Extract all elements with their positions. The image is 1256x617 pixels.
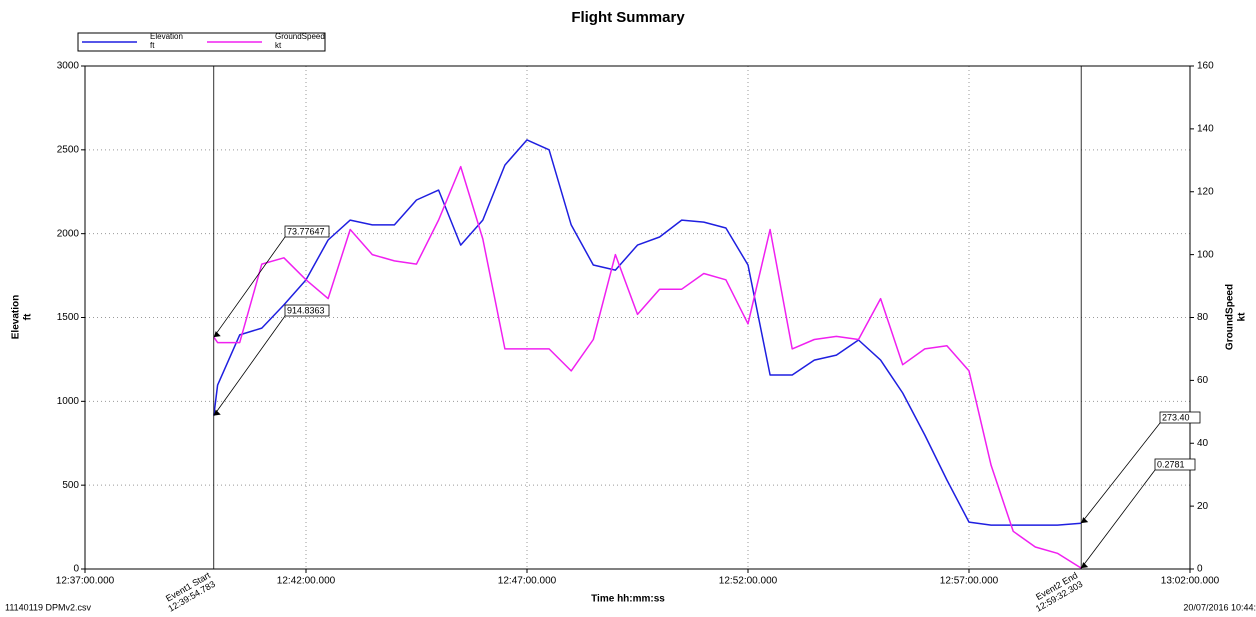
legend-label: GroundSpeed (275, 32, 325, 41)
y-tick-label: 0 (73, 564, 79, 575)
y-tick-label: 1000 (57, 396, 80, 407)
y-axis-label: Elevation (11, 295, 22, 339)
annotation-arrowhead (213, 409, 221, 416)
chart-title: Flight Summary (571, 9, 685, 26)
annotation-text: 0.2781 (1157, 459, 1185, 469)
y2-axis-label: GroundSpeed (1225, 284, 1236, 350)
y-tick-label: 500 (62, 480, 79, 491)
y-tick-label: 3000 (57, 61, 80, 72)
footer-left: 11140119 DPMv2.csv (5, 602, 92, 612)
y-tick-label: 2500 (57, 144, 80, 155)
annotation-text: 73.77647 (287, 226, 325, 236)
annotation-box (284, 304, 330, 317)
annotation-box (1154, 458, 1196, 471)
annotation-arrowhead (1081, 562, 1089, 569)
y-tick-label: 1500 (57, 312, 80, 323)
annotation-arrow (213, 315, 286, 416)
x-tick-label: 12:52:00.000 (719, 576, 778, 587)
footer-right: 20/07/2016 10:44: (1183, 602, 1256, 612)
x-tick-label: 12:37:00.000 (56, 576, 115, 587)
x-tick-label: 12:57:00.000 (940, 576, 999, 587)
plot-frame (84, 65, 1191, 570)
y2-tick-label: 80 (1197, 312, 1209, 323)
y2-tick-label: 40 (1197, 438, 1209, 449)
y2-tick-label: 0 (1197, 564, 1203, 575)
y2-tick-label: 20 (1197, 501, 1209, 512)
annotation-arrow (1080, 422, 1161, 524)
annotation-box (284, 225, 330, 238)
legend-label: Elevation (150, 32, 183, 41)
y2-tick-label: 120 (1197, 186, 1214, 197)
legend-unit: ft (150, 41, 155, 50)
annotation-arrow (213, 236, 286, 338)
annotation-box (1159, 411, 1201, 424)
y2-tick-label: 160 (1197, 61, 1214, 72)
y-axis-unit: ft (23, 313, 34, 320)
series-line (213, 165, 1082, 569)
annotation-arrow (1080, 469, 1156, 569)
legend-unit: kt (275, 41, 282, 50)
y2-tick-label: 140 (1197, 124, 1214, 135)
x-tick-label: 12:42:00.000 (277, 576, 336, 587)
annotation-text: 273.40 (1162, 412, 1190, 422)
series-line (213, 139, 1082, 526)
annotation-arrowhead (1081, 517, 1089, 524)
y2-tick-label: 60 (1197, 375, 1209, 386)
y-tick-label: 2000 (57, 228, 80, 239)
x-axis-label: Time hh:mm:ss (591, 594, 665, 605)
annotation-arrowhead (213, 331, 221, 338)
y2-axis-unit: kt (1237, 312, 1248, 322)
annotation-text: 914.8363 (287, 305, 325, 315)
x-tick-label: 13:02:00.000 (1161, 576, 1220, 587)
y2-tick-label: 100 (1197, 249, 1214, 260)
legend (77, 32, 326, 52)
x-tick-label: 12:47:00.000 (498, 576, 557, 587)
